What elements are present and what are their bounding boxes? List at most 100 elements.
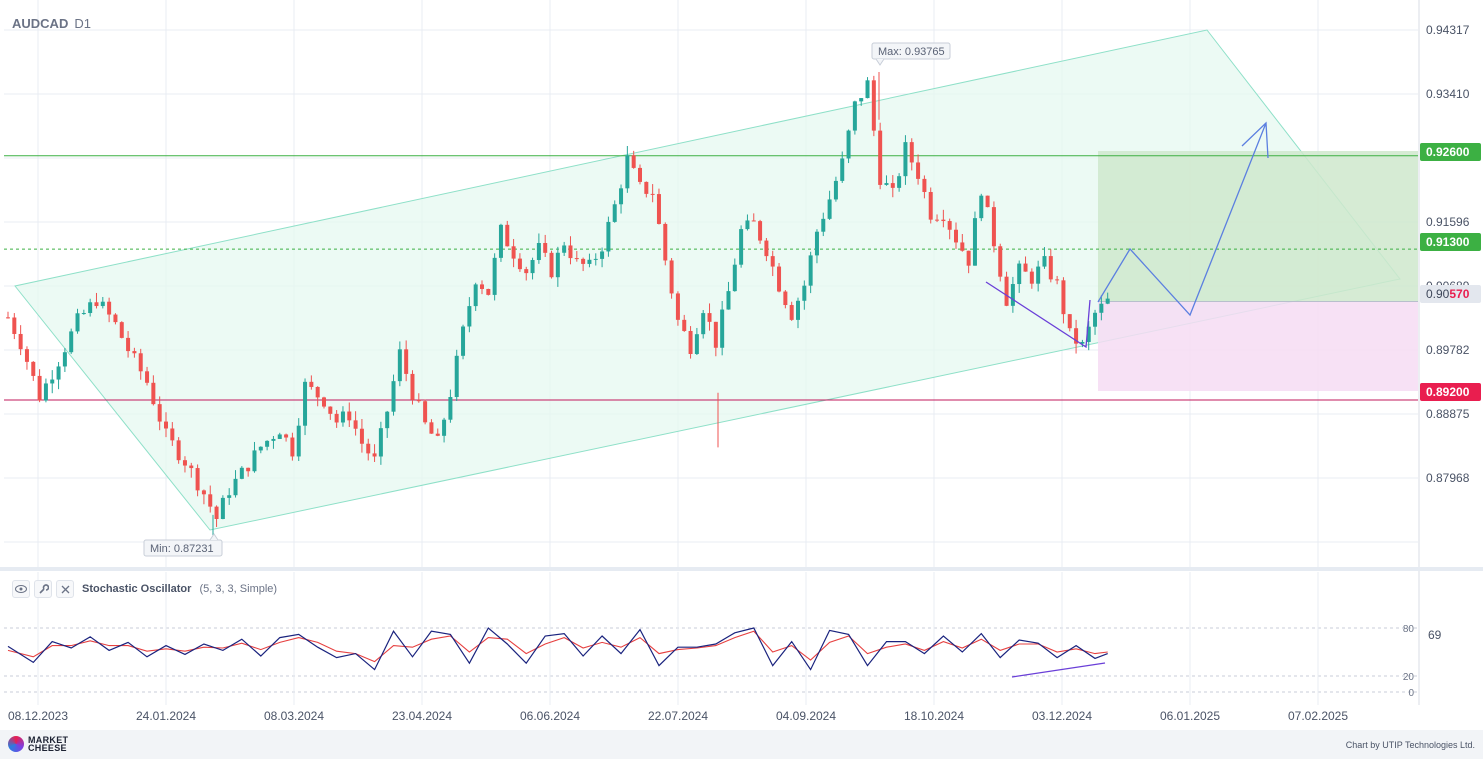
candle-body bbox=[473, 284, 478, 307]
candle-body bbox=[852, 101, 857, 131]
candle-body bbox=[170, 428, 175, 441]
candle-body bbox=[31, 361, 36, 376]
candle-body bbox=[340, 411, 345, 423]
y-tick-label: 0.94317 bbox=[1426, 23, 1470, 37]
current-price-tag: 0.90570 bbox=[1420, 285, 1481, 303]
indicator-params: (5, 3, 3, Simple) bbox=[199, 583, 278, 595]
candle-body bbox=[239, 467, 244, 479]
candle-body bbox=[511, 246, 516, 259]
candle-body bbox=[991, 207, 996, 247]
stochastic-grid bbox=[4, 572, 1418, 705]
x-tick-label: 23.04.2024 bbox=[392, 709, 452, 723]
pane-separator[interactable] bbox=[0, 567, 1483, 571]
candle-body bbox=[24, 349, 29, 362]
candle-body bbox=[814, 231, 819, 256]
candle-body bbox=[214, 506, 219, 519]
candle-body bbox=[650, 193, 655, 195]
candle-body bbox=[1067, 314, 1072, 329]
x-tick-label: 03.12.2024 bbox=[1032, 709, 1092, 723]
candle-body bbox=[871, 80, 876, 131]
candle-body bbox=[549, 252, 554, 278]
stochastic-level-label: 20 bbox=[1403, 672, 1415, 683]
candle-body bbox=[669, 260, 674, 294]
candle-body bbox=[176, 440, 181, 461]
candle-body bbox=[751, 220, 756, 222]
candle-body bbox=[846, 130, 851, 159]
candle-body bbox=[713, 321, 718, 348]
candle-body bbox=[732, 264, 737, 292]
chart-credit[interactable]: Chart by UTIP Technologies Ltd. bbox=[1345, 740, 1475, 750]
candle-body bbox=[638, 167, 642, 182]
candle-body bbox=[94, 302, 99, 307]
forecast-path bbox=[1097, 122, 1267, 317]
candle-body bbox=[227, 495, 232, 498]
candle-body bbox=[682, 319, 687, 331]
candle-body bbox=[859, 98, 864, 102]
indicator-name: Stochastic Oscillator bbox=[82, 583, 192, 595]
x-tick-label: 18.10.2024 bbox=[904, 709, 964, 723]
candle-body bbox=[568, 245, 573, 259]
candle-body bbox=[1010, 284, 1015, 306]
candle-body bbox=[707, 313, 712, 322]
candle-body bbox=[62, 352, 67, 367]
logo-line-1: MARKET bbox=[28, 735, 69, 745]
candle-body bbox=[960, 242, 965, 251]
candle-body bbox=[688, 330, 693, 354]
candle-body bbox=[100, 301, 105, 307]
candle-body bbox=[404, 349, 409, 374]
candle-body bbox=[985, 195, 990, 208]
candle-body bbox=[1105, 298, 1110, 304]
y-tick-label: 0.93410 bbox=[1426, 87, 1470, 101]
candle-body bbox=[840, 158, 845, 181]
x-tick-label: 06.01.2025 bbox=[1160, 709, 1220, 723]
brand-logo[interactable]: MARKET CHEESE bbox=[8, 735, 69, 753]
candle-body bbox=[391, 381, 396, 412]
candle-body bbox=[897, 176, 902, 188]
eye-icon[interactable] bbox=[12, 580, 30, 598]
candles bbox=[6, 72, 1110, 542]
wrench-icon[interactable] bbox=[34, 580, 52, 598]
candle-body bbox=[50, 379, 55, 384]
candle-body bbox=[258, 446, 263, 451]
stochastic-d-line bbox=[7, 630, 1108, 663]
candle-body bbox=[1074, 328, 1079, 344]
candle-body bbox=[347, 411, 352, 421]
candle-body bbox=[966, 250, 971, 266]
candle-body bbox=[916, 162, 921, 179]
candle-body bbox=[372, 453, 377, 457]
candle-body bbox=[1029, 271, 1034, 284]
candle-body bbox=[43, 383, 48, 401]
candle-body bbox=[448, 397, 453, 420]
candle-body bbox=[1093, 312, 1098, 327]
candle-body bbox=[979, 195, 984, 219]
candle-body bbox=[107, 301, 112, 315]
candle-body bbox=[37, 375, 42, 401]
candle-body bbox=[353, 420, 358, 429]
candle-body bbox=[644, 181, 649, 194]
candle-body bbox=[783, 291, 788, 306]
price-chart[interactable]: Max: 0.93765 Min: 0.87231 0.94317 0.93410… bbox=[0, 0, 1483, 730]
candle-body bbox=[220, 497, 225, 519]
candle-body bbox=[656, 194, 661, 224]
candle-body bbox=[334, 413, 339, 423]
candle-body bbox=[574, 258, 579, 260]
candle-body bbox=[113, 314, 118, 323]
candle-body bbox=[764, 240, 769, 257]
x-tick-label: 22.07.2024 bbox=[648, 709, 708, 723]
x-tick-label: 08.03.2024 bbox=[264, 709, 324, 723]
y-tick-label: 0.91596 bbox=[1426, 215, 1470, 229]
symbol-label: AUDCAD D1 bbox=[12, 16, 91, 31]
footer: MARKET CHEESE Chart by UTIP Technologies… bbox=[0, 730, 1483, 759]
candle-body bbox=[378, 428, 383, 457]
min-label: Min: 0.87231 bbox=[143, 533, 223, 557]
candle-body bbox=[492, 257, 497, 295]
candle-body bbox=[865, 80, 870, 99]
candle-body bbox=[284, 434, 289, 438]
forecast-arrowhead bbox=[1241, 121, 1269, 159]
candle-body bbox=[56, 366, 61, 380]
candle-body bbox=[1099, 303, 1104, 313]
candle-body bbox=[524, 269, 529, 274]
candle-body bbox=[442, 419, 447, 436]
candle-body bbox=[903, 142, 908, 177]
close-icon[interactable] bbox=[56, 580, 74, 598]
